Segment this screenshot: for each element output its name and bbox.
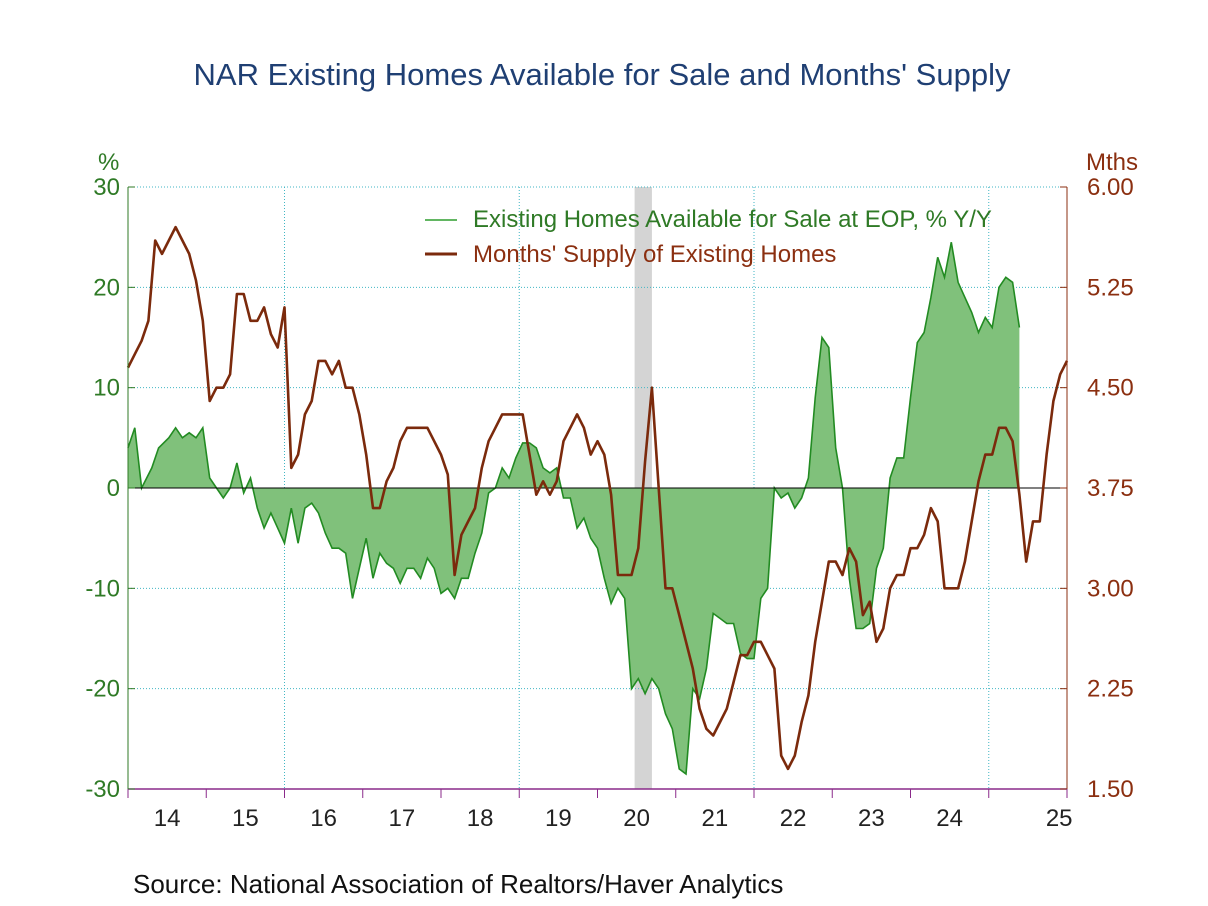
x-tick-label: 20: [623, 805, 650, 832]
x-tick-label: 19: [545, 805, 572, 832]
y-right-tick-label: 3.75: [1087, 475, 1134, 502]
y-left-tick-label: -10: [85, 575, 120, 602]
y-right-tick-label: 3.00: [1087, 575, 1134, 602]
y-right-unit: Mths: [1086, 149, 1138, 176]
y-left-tick-label: 30: [93, 174, 120, 201]
x-tick-label: 17: [389, 805, 416, 832]
series-months-supply-line: [126, 225, 1069, 771]
y-left-tick-label: 20: [93, 274, 120, 301]
y-right-tick-label: 4.50: [1087, 375, 1134, 402]
y-left-tick-label: 0: [107, 475, 120, 502]
x-tick-label: 14: [154, 805, 181, 832]
legend-label-months-supply: Months' Supply of Existing Homes: [473, 241, 836, 268]
legend-label-inventory: Existing Homes Available for Sale at EOP…: [473, 206, 992, 233]
x-tick-label: 24: [936, 805, 963, 832]
chart-title: NAR Existing Homes Available for Sale an…: [194, 57, 1011, 92]
source-note: Source: National Association of Realtors…: [133, 869, 783, 899]
x-tick-label: 21: [702, 805, 729, 832]
y-left-tick-label: 10: [93, 375, 120, 402]
series-inventory-line: [127, 242, 1021, 776]
x-tick-label: 15: [232, 805, 259, 832]
plot-area: 30 20 10 0 -10 -20 -30 6.00 5.25 4.50 3.75 3.00 2.25…: [85, 174, 1133, 832]
x-tick-label: 18: [467, 805, 494, 832]
y-right-tick-label: 1.50: [1087, 776, 1134, 803]
y-right-tick-label: 5.25: [1087, 274, 1134, 301]
y-right-tick-label: 2.25: [1087, 676, 1134, 703]
y-left-tick-label: -30: [85, 776, 120, 803]
x-tick-label: 23: [858, 805, 885, 832]
x-tick-label: 22: [780, 805, 807, 832]
series-inventory-area: [128, 242, 1020, 774]
x-tick-label: 25: [1046, 805, 1073, 832]
legend: Existing Homes Available for Sale at EOP…: [425, 206, 992, 268]
x-tick-label: 16: [310, 805, 337, 832]
y-left-unit: %: [98, 149, 119, 176]
y-right-tick-label: 6.00: [1087, 174, 1134, 201]
y-left-tick-label: -20: [85, 676, 120, 703]
